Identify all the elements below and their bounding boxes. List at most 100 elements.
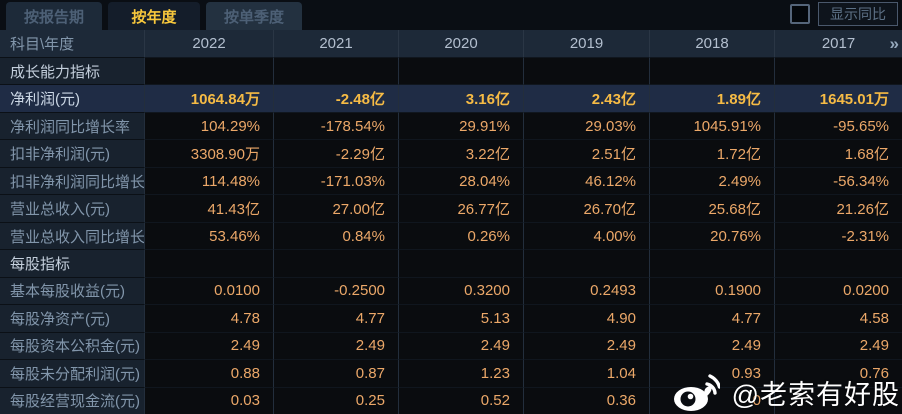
cell-2018: 2.49% — [649, 166, 774, 195]
cell-2019: 0.36 — [523, 386, 649, 414]
row-label: 净利润(元) — [0, 84, 145, 112]
cell-2018: 2.49 — [649, 331, 774, 360]
cell-2017: 4.58 — [774, 304, 902, 332]
year-header-2021: 2021 — [273, 30, 398, 57]
cell-2020: 28.04% — [398, 166, 523, 195]
cell-2017: -2.31% — [774, 221, 902, 250]
cell-2022: 114.48% — [145, 166, 273, 195]
cell-2017: -56.34% — [774, 166, 902, 195]
cell-2021: -178.54% — [273, 111, 398, 140]
cell-2020: 3.22亿 — [398, 139, 523, 167]
cell-2019: 4.90 — [523, 304, 649, 332]
table-row[interactable]: 每股未分配利润(元) 0.88 0.87 1.23 1.04 0.93 0.76 — [0, 359, 902, 387]
table-row[interactable]: 每股经营现金流(元) 0.03 0.25 0.52 0.36 0 — [0, 386, 902, 414]
row-label: 基本每股收益(元) — [0, 276, 145, 305]
cell-2017 — [774, 249, 902, 277]
cell-2017: 1645.01万 — [774, 84, 902, 112]
indicators-table: 科目\年度 2022 2021 2020 2019 2018 2017» 成长能力指标 净利… — [0, 30, 902, 414]
show-yoy-button[interactable]: 显示同比 — [818, 2, 898, 26]
row-label: 每股资本公积金(元) — [0, 331, 145, 360]
cell-2020: 0.52 — [398, 386, 523, 414]
cell-2020: 2.49 — [398, 331, 523, 360]
cell-2018: 0.1900 — [649, 276, 774, 305]
cell-2021: 4.77 — [273, 304, 398, 332]
cell-2017: -95.65% — [774, 111, 902, 140]
cell-2017: 21.26亿 — [774, 194, 902, 222]
cell-2019: 46.12% — [523, 166, 649, 195]
cell-2018 — [649, 249, 774, 277]
section-row: 每股指标 — [0, 249, 902, 277]
tab-by-single-quarter[interactable]: 按单季度 — [206, 2, 303, 30]
cell-2020: 1.23 — [398, 359, 523, 387]
row-label: 每股指标 — [0, 249, 145, 277]
cell-2022: 104.29% — [145, 111, 273, 140]
cell-2022: 3308.90万 — [145, 139, 273, 167]
cell-2021: 0.87 — [273, 359, 398, 387]
tabbar-spacer — [302, 0, 790, 30]
cell-2021: -171.03% — [273, 166, 398, 195]
row-label: 扣非净利润同比增长率 — [0, 166, 145, 195]
table-header-row: 科目\年度 2022 2021 2020 2019 2018 2017» — [0, 30, 902, 57]
cell-2019: 29.03% — [523, 111, 649, 140]
cell-2022: 4.78 — [145, 304, 273, 332]
cell-2022: 0.0100 — [145, 276, 273, 305]
cell-2019: 26.70亿 — [523, 194, 649, 222]
table-row[interactable]: 扣非净利润同比增长率114.48%-171.03%28.04%46.12%2.4… — [0, 166, 902, 195]
row-label: 净利润同比增长率 — [0, 111, 145, 140]
cell-2022: 53.46% — [145, 221, 273, 250]
cell-2019 — [523, 57, 649, 85]
cell-2022: 0.88 — [145, 359, 273, 387]
cell-2019: 2.49 — [523, 331, 649, 360]
table-row[interactable]: 扣非净利润(元) 3308.90万 -2.29亿 3.22亿 2.51亿 1.72亿 1.6… — [0, 139, 902, 167]
cell-2020 — [398, 57, 523, 85]
year-header-2020: 2020 — [398, 30, 523, 57]
show-yoy-checkbox[interactable] — [790, 4, 810, 24]
table-row[interactable]: 净利润(元) 1064.84万 -2.48亿 3.16亿 2.43亿 1.89亿 1645.… — [0, 84, 902, 112]
cell-2017: 1.68亿 — [774, 139, 902, 167]
cell-2021: 0.84% — [273, 221, 398, 250]
row-label: 扣非净利润(元) — [0, 139, 145, 167]
cell-2019: 1.04 — [523, 359, 649, 387]
cell-2021 — [273, 57, 398, 85]
table-row[interactable]: 净利润同比增长率 104.29% -178.54% 29.91% 29.03% 1045.… — [0, 111, 902, 140]
cell-2018 — [649, 57, 774, 85]
year-header-2017: 2017 — [774, 30, 902, 57]
table-row[interactable]: 营业总收入(元) 41.43亿 27.00亿 26.77亿 26.70亿 25.68亿 21… — [0, 194, 902, 222]
more-years-chevron-icon[interactable]: » — [889, 33, 900, 53]
cell-2017: 0.0200 — [774, 276, 902, 305]
row-label: 每股经营现金流(元) — [0, 386, 145, 414]
table-row[interactable]: 营业总收入同比增长率53.46%0.84%0.26%4.00%20.76%-2.… — [0, 221, 902, 250]
cell-2019: 2.51亿 — [523, 139, 649, 167]
cell-2019: 4.00% — [523, 221, 649, 250]
cell-2021: -0.2500 — [273, 276, 398, 305]
cell-2022: 1064.84万 — [145, 84, 273, 112]
section-row: 成长能力指标 — [0, 57, 902, 85]
cell-2018: 0 — [649, 386, 774, 414]
cell-2020: 5.13 — [398, 304, 523, 332]
cell-2017 — [774, 57, 902, 85]
table-row[interactable]: 基本每股收益(元) 0.0100 -0.2500 0.3200 0.2493 0.1900… — [0, 276, 902, 305]
corner-label: 科目\年度 — [0, 30, 145, 57]
cell-2017: 2.49 — [774, 331, 902, 360]
cell-2017 — [774, 386, 902, 414]
cell-2018: 4.77 — [649, 304, 774, 332]
tab-by-year[interactable]: 按年度 — [108, 2, 201, 30]
cell-2018: 0.93 — [649, 359, 774, 387]
row-label: 每股未分配利润(元) — [0, 359, 145, 387]
tab-bar: 按报告期 按年度 按单季度 显示同比 — [0, 0, 902, 30]
tab-by-report-period[interactable]: 按报告期 — [6, 2, 103, 30]
table-row[interactable]: 每股净资产(元) 4.78 4.77 5.13 4.90 4.77 4.58 — [0, 304, 902, 332]
cell-2022: 0.03 — [145, 386, 273, 414]
cell-2020: 26.77亿 — [398, 194, 523, 222]
cell-2021: 0.25 — [273, 386, 398, 414]
cell-2017: 0.76 — [774, 359, 902, 387]
cell-2020: 29.91% — [398, 111, 523, 140]
table-row[interactable]: 每股资本公积金(元) 2.49 2.49 2.49 2.49 2.49 2.49 — [0, 331, 902, 360]
row-label: 每股净资产(元) — [0, 304, 145, 332]
cell-2018: 1045.91% — [649, 111, 774, 140]
cell-2020: 0.26% — [398, 221, 523, 250]
cell-2021: 2.49 — [273, 331, 398, 360]
row-label: 营业总收入(元) — [0, 194, 145, 222]
cell-2019: 2.43亿 — [523, 84, 649, 112]
